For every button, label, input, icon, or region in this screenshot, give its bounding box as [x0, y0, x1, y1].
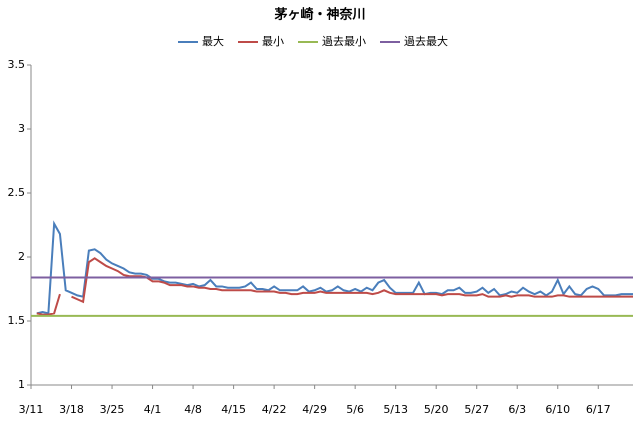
x-tick-label: 5/20: [424, 403, 449, 416]
y-tick-label: 1: [18, 378, 25, 391]
x-tick-label: 6/3: [508, 403, 526, 416]
x-tick-label: 4/15: [221, 403, 246, 416]
x-tick-label: 6/10: [545, 403, 570, 416]
x-tick-label: 4/22: [262, 403, 287, 416]
x-tick-label: 4/1: [144, 403, 162, 416]
x-tick-label: 5/27: [464, 403, 489, 416]
x-tick-label: 4/29: [302, 403, 327, 416]
series-line: [36, 220, 633, 315]
legend-label: 過去最大: [404, 34, 448, 48]
legend-label: 最小: [262, 35, 284, 48]
series-line: [36, 257, 633, 316]
x-tick-label: 5/13: [383, 403, 408, 416]
x-tick-label: 3/11: [19, 403, 44, 416]
x-tick-label: 3/18: [59, 403, 84, 416]
legend-label: 過去最小: [322, 35, 366, 48]
x-tick-label: 4/8: [184, 403, 202, 416]
chart-title: 茅ヶ崎・神奈川: [274, 7, 365, 23]
y-tick-label: 2.5: [8, 186, 26, 199]
x-tick-label: 3/25: [100, 403, 125, 416]
y-tick-label: 3: [18, 122, 25, 135]
legend-label: 最大: [202, 34, 224, 48]
y-tick-label: 3.5: [8, 58, 26, 71]
x-tick-label: 5/6: [346, 403, 364, 416]
x-tick-label: 6/17: [586, 403, 611, 416]
y-tick-label: 2: [18, 250, 25, 263]
y-tick-label: 1.5: [8, 314, 26, 327]
